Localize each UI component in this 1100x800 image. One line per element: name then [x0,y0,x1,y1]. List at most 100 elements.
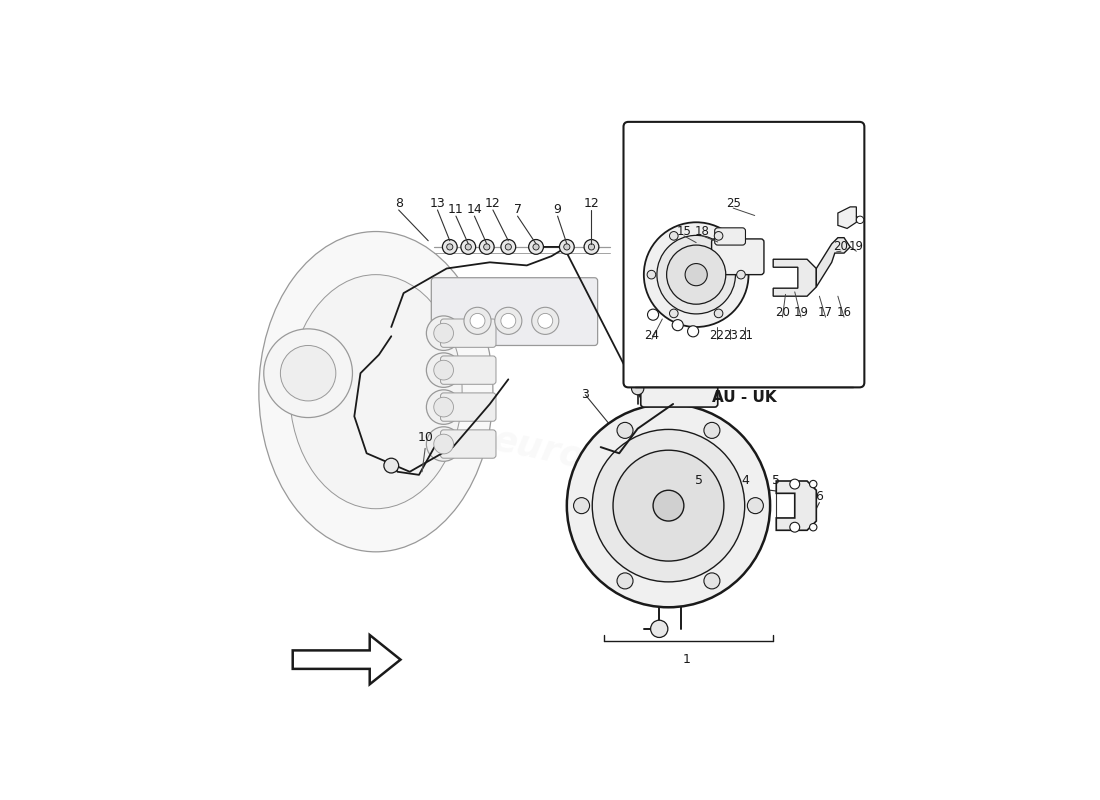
Circle shape [573,498,590,514]
Circle shape [495,307,521,334]
Circle shape [613,450,724,561]
Circle shape [470,314,485,328]
Circle shape [500,314,516,328]
Circle shape [264,329,352,418]
Circle shape [560,239,574,254]
Polygon shape [777,481,816,530]
Text: 19: 19 [849,241,864,254]
Text: 14: 14 [466,203,482,217]
Circle shape [447,244,453,250]
Circle shape [647,270,656,279]
Text: 23: 23 [723,329,737,342]
Circle shape [427,316,461,350]
Circle shape [704,422,719,438]
Circle shape [563,244,570,250]
Circle shape [584,239,598,254]
Circle shape [532,244,539,250]
Circle shape [810,480,817,488]
Text: 17: 17 [818,306,833,319]
Circle shape [631,382,644,394]
Circle shape [427,390,461,424]
Circle shape [747,498,763,514]
Circle shape [427,426,461,462]
Text: 24: 24 [645,329,659,342]
Circle shape [500,239,516,254]
Circle shape [442,239,458,254]
FancyBboxPatch shape [644,302,693,352]
Text: 1: 1 [683,654,691,666]
Text: 16: 16 [836,306,851,319]
Text: 2: 2 [661,283,669,297]
Text: 21: 21 [738,329,754,342]
Circle shape [648,309,659,320]
Circle shape [484,244,490,250]
Circle shape [592,430,745,582]
Circle shape [670,288,674,293]
Circle shape [810,523,817,531]
Text: 12: 12 [485,198,501,210]
Circle shape [384,458,398,473]
Circle shape [704,573,719,589]
Text: 10: 10 [417,431,433,444]
Circle shape [433,434,453,454]
FancyBboxPatch shape [431,278,597,346]
Circle shape [433,323,453,343]
Text: 18: 18 [695,225,710,238]
Circle shape [650,620,668,638]
Circle shape [465,244,471,250]
Circle shape [531,307,559,334]
Circle shape [433,398,453,417]
Text: 6: 6 [815,490,823,503]
Ellipse shape [289,274,462,509]
Circle shape [662,288,667,293]
Circle shape [676,293,681,298]
Text: AU - UK: AU - UK [712,390,777,406]
Text: 3: 3 [582,388,590,402]
Circle shape [538,314,552,328]
FancyBboxPatch shape [440,430,496,458]
Polygon shape [773,259,816,296]
Text: 5: 5 [695,474,703,487]
Circle shape [714,309,723,318]
Circle shape [427,353,461,387]
Text: 5: 5 [772,474,780,487]
Circle shape [656,293,661,298]
Circle shape [588,244,595,250]
Text: 20: 20 [834,241,848,254]
Text: eurospares: eurospares [305,238,590,339]
Circle shape [688,326,698,337]
Circle shape [566,404,770,607]
FancyBboxPatch shape [440,319,496,347]
FancyBboxPatch shape [440,393,496,422]
Text: 19: 19 [793,306,808,319]
Circle shape [670,231,678,240]
Circle shape [679,300,683,305]
Circle shape [667,245,726,304]
Text: 13: 13 [430,198,446,210]
FancyBboxPatch shape [650,346,686,367]
Text: 22: 22 [710,329,724,342]
Text: 11: 11 [448,203,464,217]
Circle shape [461,239,475,254]
Text: 8: 8 [395,198,403,210]
Circle shape [433,360,453,380]
Text: eurospares: eurospares [490,422,720,503]
Circle shape [685,263,707,286]
Text: 4: 4 [741,474,749,487]
Circle shape [617,422,632,438]
Circle shape [659,293,678,311]
Circle shape [644,222,748,327]
Circle shape [529,239,543,254]
Text: 12: 12 [584,198,600,210]
Circle shape [653,287,684,318]
Text: 15: 15 [676,225,691,238]
Polygon shape [293,635,400,684]
Circle shape [657,235,736,314]
Circle shape [856,216,864,223]
Text: 25: 25 [726,198,740,210]
Text: 7: 7 [514,203,521,217]
Circle shape [790,479,800,489]
Text: 20: 20 [776,306,790,319]
Circle shape [672,320,683,330]
Circle shape [653,490,684,521]
